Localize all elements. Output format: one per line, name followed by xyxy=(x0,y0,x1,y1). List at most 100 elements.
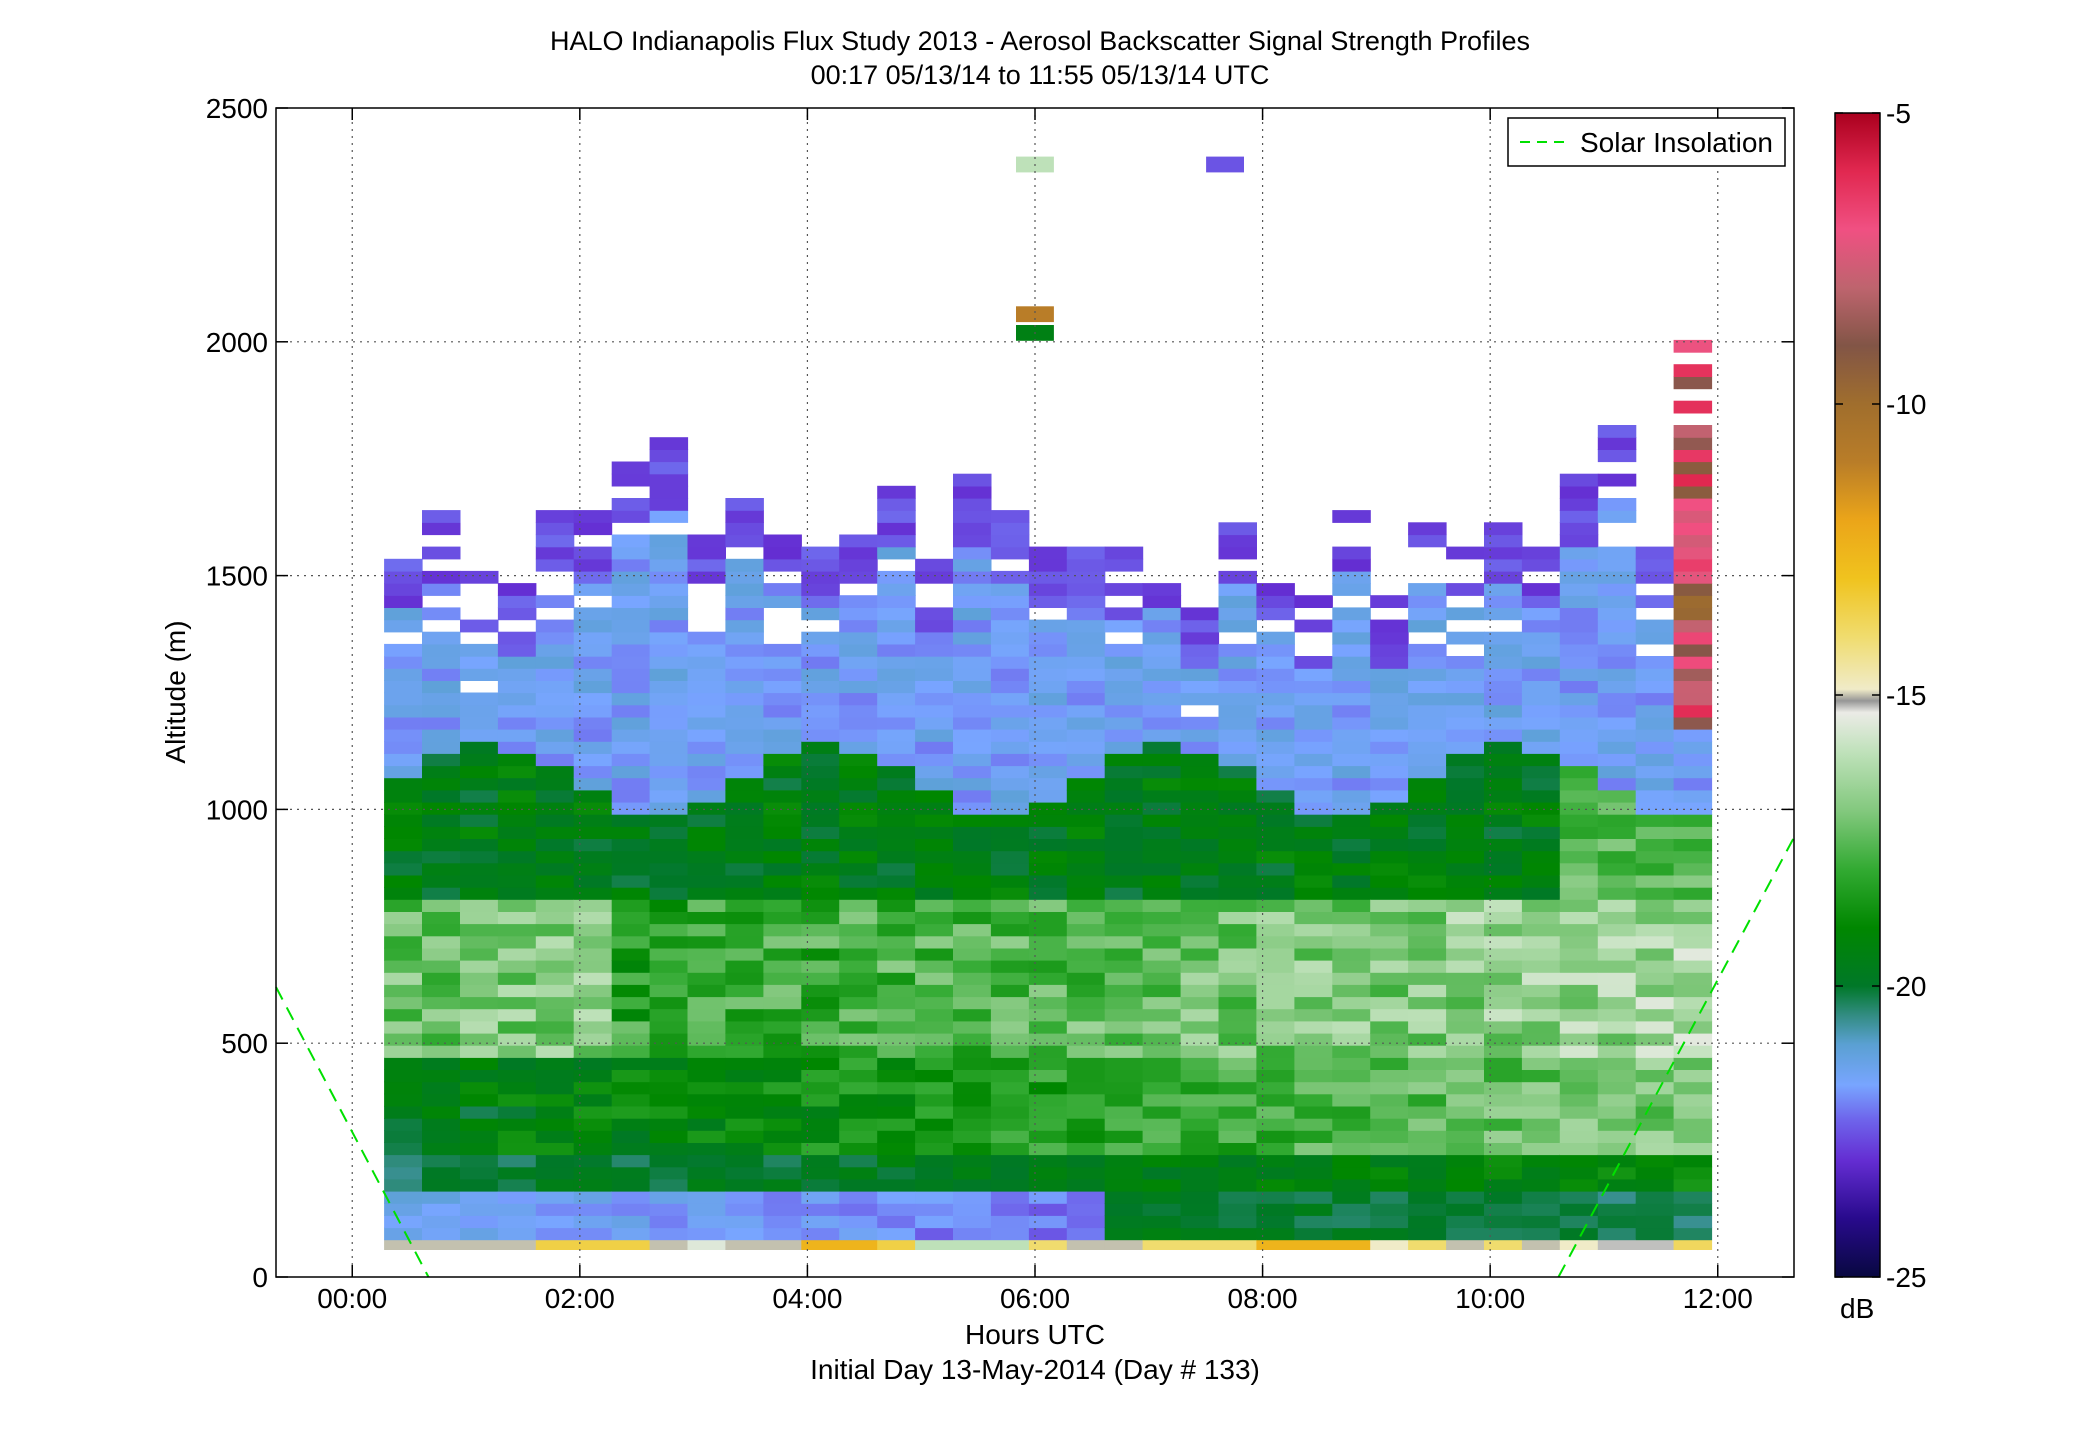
heatmap-cell xyxy=(1294,1130,1333,1143)
heatmap-cell xyxy=(1370,899,1409,912)
heatmap-cell xyxy=(460,1118,499,1131)
heatmap-cell xyxy=(1028,1093,1068,1107)
heatmap-cell xyxy=(1028,1069,1068,1083)
heatmap-cell xyxy=(953,777,992,791)
heatmap-cell xyxy=(990,923,1030,937)
heatmap-cell xyxy=(384,704,423,718)
heatmap-cell xyxy=(1218,874,1257,888)
heatmap-cell xyxy=(953,1203,992,1216)
heatmap-cell xyxy=(1218,789,1257,803)
heatmap-cell xyxy=(1673,741,1713,754)
heatmap-cell xyxy=(877,753,916,767)
heatmap-cell xyxy=(1597,607,1637,621)
heatmap-cell xyxy=(1142,814,1182,827)
heatmap-cell xyxy=(384,923,423,937)
heatmap-cell xyxy=(1446,777,1485,791)
heatmap-cell xyxy=(990,887,1030,900)
heatmap-cell xyxy=(1484,850,1523,864)
heatmap-cell xyxy=(384,1130,423,1143)
heatmap-cell xyxy=(839,1105,878,1119)
heatmap-cell xyxy=(763,643,802,657)
heatmap-cell xyxy=(535,1118,575,1131)
heatmap-cell xyxy=(801,1239,840,1250)
heatmap-cell xyxy=(1066,570,1106,584)
heatmap-cell xyxy=(535,704,575,718)
heatmap-cell xyxy=(1635,947,1675,961)
heatmap-cell xyxy=(687,631,726,645)
heatmap-cell xyxy=(1521,911,1561,925)
heatmap-cell xyxy=(384,777,423,791)
heatmap-cell xyxy=(1028,1191,1068,1204)
heatmap-cell xyxy=(763,1069,802,1083)
heatmap-cell xyxy=(1180,1142,1220,1156)
heatmap-cell xyxy=(877,1020,916,1034)
heatmap-cell xyxy=(877,583,916,596)
heatmap-cell xyxy=(1446,1227,1485,1241)
heatmap-cell xyxy=(801,704,840,718)
heatmap-cell xyxy=(990,546,1030,560)
heatmap-cell xyxy=(1408,716,1447,730)
heatmap-cell xyxy=(990,838,1030,852)
heatmap-cell xyxy=(1635,838,1675,852)
heatmap-cell xyxy=(384,1045,423,1058)
heatmap-cell xyxy=(1256,741,1295,754)
heatmap-cell xyxy=(649,826,689,839)
heatmap-cell xyxy=(953,546,992,560)
heatmap-cell xyxy=(1294,1178,1333,1192)
heatmap-cell xyxy=(1294,1105,1333,1119)
heatmap-cell xyxy=(990,1239,1030,1250)
heatmap-cell xyxy=(1673,850,1713,864)
heatmap-cell xyxy=(801,1203,840,1216)
heatmap-cell xyxy=(1673,1105,1713,1119)
heatmap-cell xyxy=(497,1142,537,1156)
heatmap-cell xyxy=(839,656,878,669)
legend[interactable]: Solar Insolation xyxy=(1507,117,1786,167)
heatmap-cell xyxy=(687,862,726,876)
heatmap-cell xyxy=(763,947,802,961)
heatmap-cell xyxy=(1521,874,1561,888)
heatmap-cell xyxy=(1256,1118,1295,1131)
heatmap-cell xyxy=(990,1203,1030,1216)
heatmap-cell xyxy=(915,1020,954,1034)
heatmap-cell xyxy=(801,1008,840,1022)
heatmap-cell xyxy=(1256,923,1295,937)
heatmap-cell xyxy=(1521,862,1561,876)
heatmap-cell xyxy=(1446,1203,1485,1216)
heatmap-cell xyxy=(460,668,499,681)
heatmap-cell xyxy=(877,801,916,815)
heatmap-cell xyxy=(535,850,575,864)
heatmap-cell xyxy=(1370,765,1409,779)
heatmap-cell xyxy=(1484,546,1523,560)
heatmap-cell xyxy=(1635,1032,1675,1046)
heatmap-cell xyxy=(687,1081,726,1095)
heatmap-cell xyxy=(801,765,840,779)
heatmap-cell xyxy=(384,1215,423,1229)
heatmap-cell xyxy=(611,473,651,487)
heatmap-cell xyxy=(422,729,461,742)
heatmap-cell xyxy=(497,1032,537,1046)
heatmap-cell xyxy=(915,972,954,985)
heatmap-cell xyxy=(1370,595,1409,608)
heatmap-cell xyxy=(763,935,802,949)
heatmap-cell xyxy=(877,680,916,694)
heatmap-cell xyxy=(497,631,537,645)
heatmap-cell xyxy=(535,1178,575,1192)
heatmap-cell xyxy=(535,619,575,633)
heatmap-cell xyxy=(763,911,802,925)
heatmap-cell xyxy=(1673,777,1713,791)
heatmap-cell xyxy=(1066,1045,1106,1058)
heatmap-cell xyxy=(384,838,423,852)
heatmap-cell xyxy=(1028,838,1068,852)
heatmap-cell xyxy=(990,729,1030,742)
heatmap-cell xyxy=(953,826,992,839)
heatmap-cell xyxy=(1521,801,1561,815)
heatmap-cell xyxy=(1521,1203,1561,1216)
heatmap-cell xyxy=(725,996,764,1010)
heatmap-cell xyxy=(1673,1191,1713,1204)
heatmap-cell xyxy=(611,1142,651,1156)
heatmap-cell xyxy=(801,692,840,706)
heatmap-cell xyxy=(1142,850,1182,864)
heatmap-cell xyxy=(915,643,954,657)
heatmap-cell xyxy=(1104,656,1144,669)
heatmap-cell xyxy=(611,570,651,584)
